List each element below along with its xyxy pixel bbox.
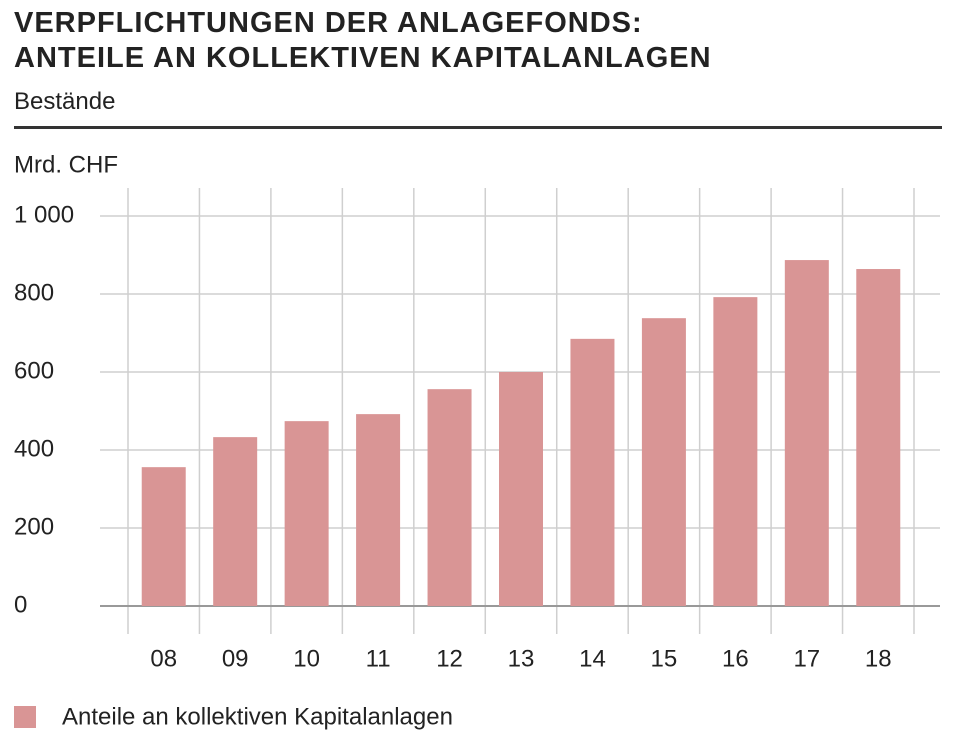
chart-title: VERPFLICHTUNGEN DER ANLAGEFONDS: ANTEILE… (14, 7, 712, 74)
y-tick-label: 0 (14, 591, 27, 618)
bar (356, 414, 401, 606)
bar (499, 372, 543, 606)
x-tick-label: 12 (436, 645, 463, 672)
bar (641, 318, 686, 606)
y-axis-label: Mrd. CHF (14, 151, 118, 178)
x-tick-label: 18 (865, 645, 892, 672)
bar (213, 437, 258, 606)
x-tick-label: 10 (293, 645, 320, 672)
chart-subtitle: Bestände (14, 88, 116, 115)
bar (856, 269, 901, 606)
y-tick-label: 200 (14, 513, 54, 540)
bar (570, 338, 615, 606)
x-tick-label: 15 (651, 645, 678, 672)
legend-label: Anteile an kollektiven Kapitalanlagen (62, 703, 453, 730)
y-tick-label: 600 (14, 357, 54, 384)
y-tick-label: 400 (14, 435, 54, 462)
x-tick-label: 17 (793, 645, 820, 672)
bar (713, 297, 758, 606)
x-tick-label: 09 (222, 645, 249, 672)
header-rule (14, 126, 942, 129)
bar (141, 467, 186, 606)
bar (284, 421, 329, 606)
x-tick-label: 14 (579, 645, 606, 672)
x-tick-label: 11 (366, 645, 391, 672)
x-tick-label: 13 (508, 645, 535, 672)
bar (784, 260, 829, 606)
y-tick-label: 1 000 (14, 201, 74, 228)
y-tick-label: 800 (14, 279, 54, 306)
legend-swatch (14, 706, 36, 728)
x-tick-label: 16 (722, 645, 749, 672)
bar (427, 389, 472, 606)
x-tick-label: 08 (150, 645, 177, 672)
